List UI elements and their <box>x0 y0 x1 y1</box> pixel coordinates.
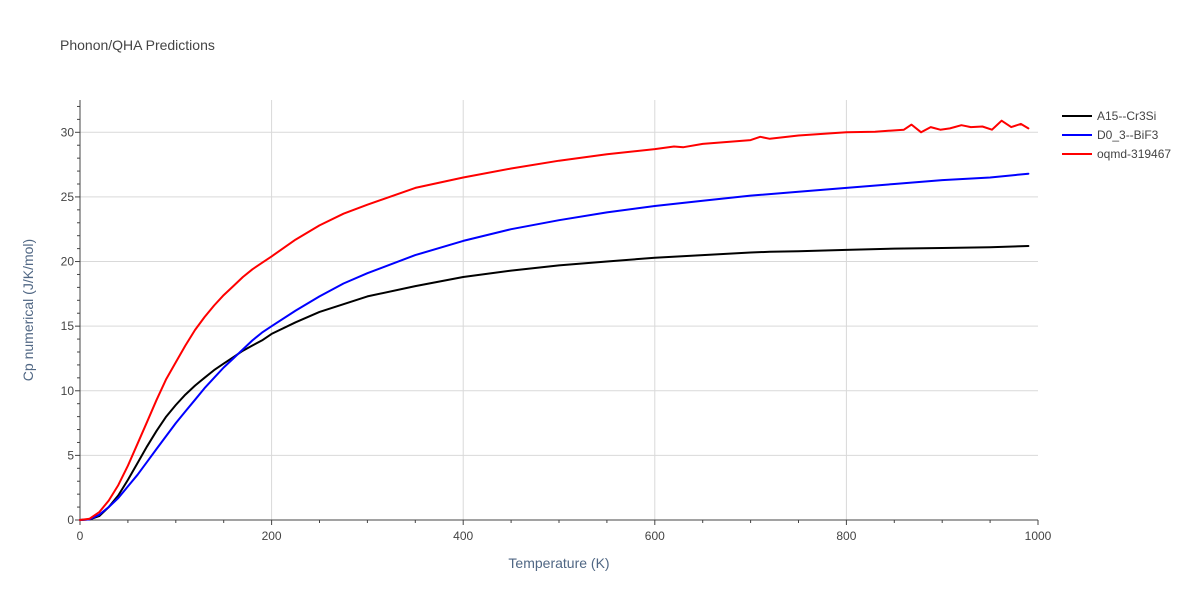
y-tick-label: 25 <box>61 190 75 204</box>
legend-item-3[interactable]: oqmd-319467 <box>1062 147 1171 161</box>
series-line-1 <box>79 245 1030 521</box>
series-line-2 <box>79 172 1030 521</box>
legend[interactable]: A15--Cr3Si D0_3--BiF3 oqmd-319467 <box>1062 109 1171 161</box>
x-tick-label: 600 <box>645 529 665 543</box>
series-lines <box>79 119 1030 521</box>
legend-item-1[interactable]: A15--Cr3Si <box>1062 109 1156 123</box>
series-line-3 <box>79 119 1030 521</box>
legend-label: D0_3--BiF3 <box>1097 128 1159 142</box>
y-tick-label: 30 <box>61 125 75 139</box>
tick-labels: 0 5 10 15 20 25 30 0 200 400 600 800 1000 <box>61 125 1052 543</box>
x-tick-label: 800 <box>836 529 856 543</box>
x-tick-label: 200 <box>262 529 282 543</box>
y-tick-label: 20 <box>61 255 75 269</box>
grid <box>80 100 1038 520</box>
y-tick-label: 0 <box>67 513 74 527</box>
x-tick-label: 400 <box>453 529 473 543</box>
chart-title: Phonon/QHA Predictions <box>60 37 215 53</box>
y-tick-label: 15 <box>61 319 75 333</box>
legend-item-2[interactable]: D0_3--BiF3 <box>1062 128 1159 142</box>
x-tick-label: 0 <box>77 529 84 543</box>
y-tick-label: 5 <box>67 448 74 462</box>
legend-label: A15--Cr3Si <box>1097 109 1156 123</box>
y-tick-label: 10 <box>61 384 75 398</box>
axes <box>75 100 1039 525</box>
x-tick-label: 1000 <box>1025 529 1052 543</box>
legend-label: oqmd-319467 <box>1097 147 1171 161</box>
x-axis-title: Temperature (K) <box>508 555 609 571</box>
y-axis-title: Cp numerical (J/K/mol) <box>20 239 36 381</box>
